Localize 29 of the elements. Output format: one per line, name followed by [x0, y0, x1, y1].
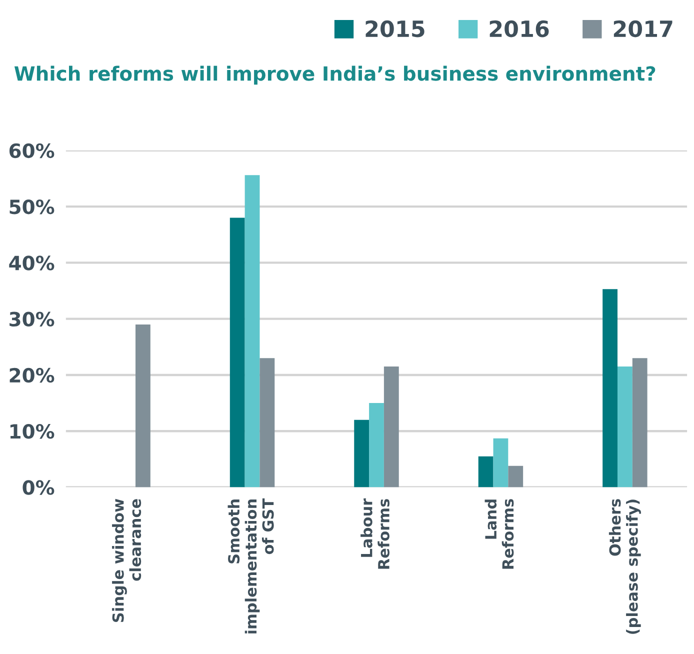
y-tick-label: 30%	[10, 312, 54, 326]
y-tick-label: 40%	[9, 256, 54, 270]
bar	[354, 420, 370, 488]
bar	[244, 175, 260, 488]
bar	[369, 403, 384, 488]
y-tick-label: 0%	[22, 480, 54, 495]
x-tick-label: Smooth implementation of GST	[228, 498, 274, 634]
legend-label: 2016	[490, 20, 549, 38]
legend-label: 2015	[366, 20, 424, 38]
bar	[617, 366, 632, 488]
bar	[493, 438, 508, 488]
chart-title: Which reforms will improve India’s business environment?	[14, 66, 656, 85]
bar	[478, 456, 494, 488]
x-tick-label: Others (please specify)	[608, 499, 641, 634]
y-tick-label: 20%	[10, 368, 54, 383]
x-tick-label: Land Reforms	[484, 499, 514, 569]
x-tick-label: Single window clearance	[112, 498, 142, 622]
bar	[260, 358, 275, 488]
y-tick-label: 60%	[9, 143, 54, 158]
y-tick-label: 10%	[10, 424, 54, 439]
bar	[632, 358, 648, 488]
y-tick-label: 50%	[10, 200, 54, 214]
bar	[508, 466, 524, 488]
bar	[384, 366, 399, 488]
bar	[230, 218, 245, 488]
x-tick-label: Labour Reforms	[360, 498, 390, 569]
bar	[135, 324, 150, 488]
legend-label: 2017	[614, 20, 672, 38]
bar	[602, 289, 618, 488]
